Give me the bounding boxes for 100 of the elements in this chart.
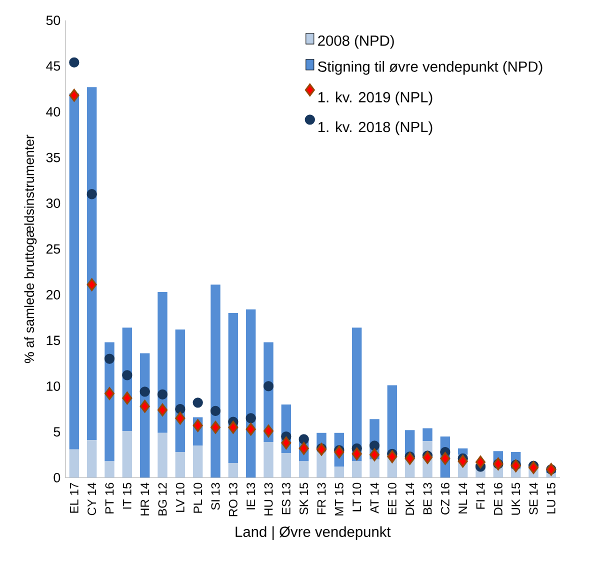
y-tick-label: 5 — [54, 427, 60, 437]
bar — [192, 446, 203, 478]
point — [69, 88, 80, 102]
bar — [352, 328, 362, 462]
y-tick-label: 15 — [46, 336, 60, 346]
point — [352, 447, 362, 460]
bar — [228, 463, 238, 478]
bar — [246, 309, 256, 478]
x-tick-label: SK 15 — [300, 482, 308, 515]
legend-label: 1. kv. 2018 (NPL) — [318, 121, 432, 136]
bar — [370, 459, 380, 478]
point — [298, 434, 309, 444]
x-tick-label: FR 13 — [317, 482, 326, 514]
point — [316, 442, 327, 456]
y-tick-label: 45 — [46, 61, 60, 71]
bar — [334, 466, 344, 478]
point — [458, 454, 468, 468]
point — [228, 420, 238, 434]
x-tick-label: PL 10 — [194, 482, 202, 513]
point — [122, 370, 132, 380]
point — [86, 278, 97, 292]
y-axis-title: % af samlede bruttogældsinstrumenter — [24, 134, 37, 364]
point — [369, 440, 380, 451]
x-tick-label: BG 12 — [158, 482, 167, 516]
y-tick-label: 20 — [46, 290, 60, 300]
x-tick-label: EL 17 — [70, 483, 78, 513]
y-tick-label: 0 — [54, 472, 60, 482]
point — [175, 412, 186, 425]
point — [192, 398, 203, 408]
x-tick-label: LT 10 — [352, 482, 362, 512]
bar — [264, 442, 274, 478]
x-tick-label: HR 14 — [140, 482, 149, 516]
y-tick-label: 10 — [46, 381, 60, 391]
point — [404, 452, 415, 465]
point — [370, 448, 380, 462]
x-tick-label: HU 13 — [264, 482, 273, 516]
point — [69, 57, 80, 68]
x-tick-label: LV 10 — [176, 482, 184, 512]
x-tick-label: IE 13 — [246, 482, 256, 510]
point — [246, 413, 256, 424]
y-tick-label: 30 — [46, 198, 60, 208]
y-tick-label: 35 — [46, 152, 60, 162]
x-tick-label: DE 16 — [494, 482, 502, 515]
point — [104, 354, 115, 364]
bar — [86, 87, 97, 440]
bar — [69, 449, 80, 478]
bar — [86, 440, 97, 478]
bar — [281, 452, 292, 478]
legend-label: Stigning til øvre vendepunkt (NPD) — [318, 61, 542, 75]
point — [510, 459, 521, 472]
bar — [175, 452, 186, 478]
point — [192, 419, 203, 432]
point — [334, 446, 344, 458]
point — [157, 389, 168, 400]
point — [264, 424, 274, 438]
point — [140, 400, 150, 413]
x-tick-label: SI 13 — [211, 482, 220, 510]
y-tick-label: 50 — [46, 16, 60, 26]
x-axis-title: Land | Øvre vendepunkt — [236, 526, 391, 540]
x-tick-label: PT 16 — [105, 482, 114, 514]
bar — [228, 313, 238, 464]
x-tick-label: ES 13 — [282, 482, 290, 514]
x-tick-label: RO 13 — [228, 482, 238, 516]
legend-label: 2008 (NPD) — [318, 35, 394, 49]
bar — [69, 94, 80, 450]
x-tick-label: MT 15 — [334, 482, 344, 516]
x-tick-label: FI 14 — [476, 482, 485, 509]
bar — [352, 461, 362, 478]
point — [175, 404, 186, 414]
bar — [158, 432, 168, 478]
point — [140, 386, 150, 397]
bar — [298, 461, 309, 478]
point — [104, 387, 115, 400]
x-tick-label: CZ 16 — [440, 482, 450, 514]
point — [86, 189, 97, 200]
point — [281, 436, 292, 450]
x-tick-label: LU 15 — [546, 482, 556, 514]
x-tick-label: IT 15 — [122, 482, 132, 509]
y-tick-label: 40 — [46, 107, 60, 117]
x-tick-label: NL 14 — [458, 482, 467, 514]
point — [422, 451, 433, 464]
y-tick-label: 25 — [46, 244, 60, 254]
point — [246, 422, 256, 436]
bar — [104, 461, 114, 478]
x-tick-label: BE 13 — [423, 482, 432, 514]
point — [476, 456, 486, 469]
bar — [422, 428, 432, 442]
x-tick-label: EE 10 — [388, 482, 396, 514]
point — [298, 442, 309, 455]
bar — [210, 284, 220, 478]
point — [387, 450, 398, 464]
legend-label: 1. kv. 2019 (NPL) — [318, 92, 432, 106]
point — [210, 406, 221, 416]
point — [122, 392, 132, 404]
bar — [122, 431, 132, 478]
point — [440, 452, 450, 465]
x-tick-label: DK 14 — [406, 482, 414, 515]
x-tick-label: CY 14 — [88, 482, 96, 516]
point — [528, 461, 539, 474]
point — [210, 420, 221, 434]
